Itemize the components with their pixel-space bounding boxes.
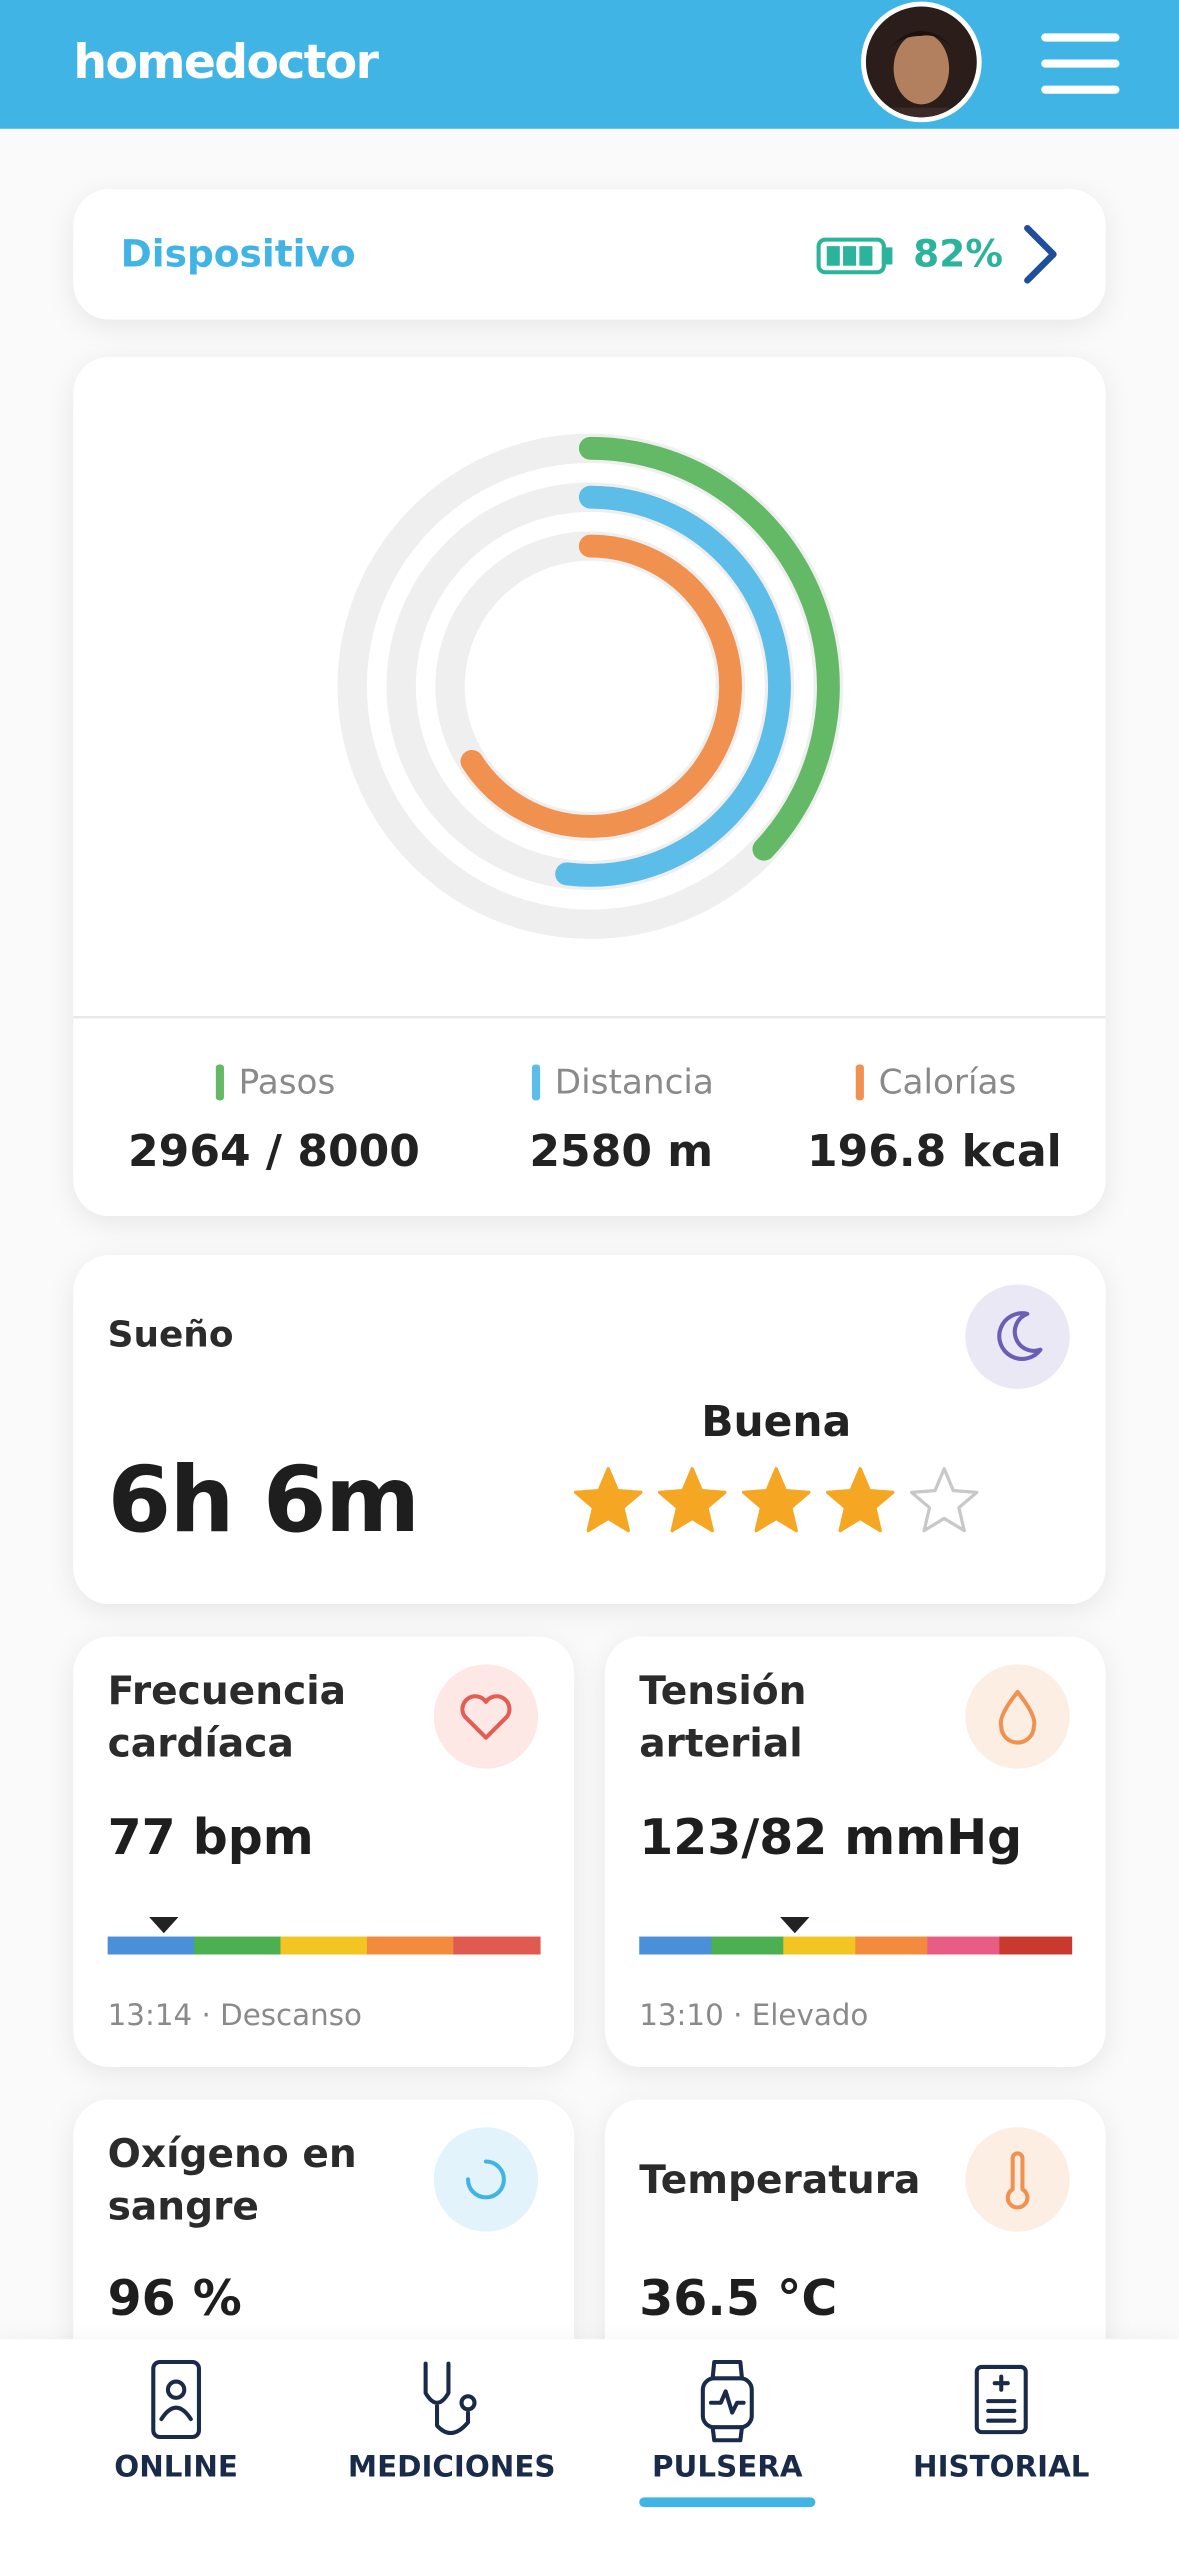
heart-icon xyxy=(460,1694,512,1740)
device-label: Dispositivo xyxy=(121,231,356,275)
ring-progress xyxy=(460,534,742,838)
nav-item[interactable]: ONLINE xyxy=(114,2359,238,2483)
activity-value: 2580 m xyxy=(529,1126,713,1177)
chevron[interactable] xyxy=(1024,224,1057,284)
nav-label: HISTORIAL xyxy=(913,2449,1089,2483)
nav-item[interactable]: PULSERA xyxy=(639,2359,816,2508)
nav-active-indicator xyxy=(639,2497,816,2508)
nav-label: PULSERA xyxy=(652,2449,803,2483)
metric-value: 96 % xyxy=(108,2270,242,2327)
metric-value: 77 bpm xyxy=(108,1809,314,1866)
nav-item[interactable]: MEDICIONES xyxy=(348,2361,556,2484)
metric-value: 123/82 mmHg xyxy=(639,1809,1022,1866)
star xyxy=(825,1467,895,1533)
metric-title: arterial xyxy=(639,1721,802,1766)
gauge-marker xyxy=(149,1917,179,1934)
doctor-body xyxy=(159,2405,193,2422)
moon-icon xyxy=(997,1311,1043,1361)
battery-level: 82% xyxy=(913,231,1003,275)
metric-title: cardíaca xyxy=(108,1721,294,1766)
gauge-segment xyxy=(783,1936,857,1955)
metric-icon-bg xyxy=(965,2127,1070,2232)
activity-value: 196.8 kcal xyxy=(807,1126,1062,1177)
gauge-segment xyxy=(194,1936,282,1955)
menu-button[interactable] xyxy=(1041,33,1120,94)
metric-title: Temperatura xyxy=(639,2158,920,2203)
watch-icon xyxy=(700,2376,754,2430)
legend-swatch xyxy=(855,1064,864,1101)
sleep-quality: Buena xyxy=(701,1397,851,1446)
nav-label: MEDICIONES xyxy=(348,2449,556,2483)
phone-icon xyxy=(151,2359,201,2440)
logo[interactable]: homedoctor xyxy=(73,35,381,90)
activity-value: 2964 / 8000 xyxy=(128,1126,420,1177)
star xyxy=(741,1467,811,1533)
thermo-icon xyxy=(1005,2151,1030,2210)
stethoscope-icon xyxy=(423,2361,477,2435)
gauge-segment xyxy=(453,1936,541,1955)
gauge-segment xyxy=(999,1936,1073,1955)
metric-value: 36.5 °C xyxy=(639,2270,837,2327)
nav-item[interactable]: HISTORIAL xyxy=(913,2364,1089,2484)
sleep-title: Sueño xyxy=(108,1315,234,1356)
metric-title: sangre xyxy=(108,2184,259,2229)
star xyxy=(909,1467,979,1533)
clipboard-icon xyxy=(974,2364,1028,2435)
metric-title: Oxígeno en xyxy=(108,2132,357,2177)
star xyxy=(574,1467,643,1533)
doctor-head xyxy=(165,2379,187,2400)
spinner-icon xyxy=(465,2159,506,2200)
header xyxy=(0,0,1179,129)
metric-title: Frecuencia xyxy=(108,1669,346,1714)
activity-card xyxy=(73,356,1106,1217)
gauge-segment xyxy=(927,1936,1001,1955)
gauge-segment xyxy=(639,1936,713,1955)
sleep-duration: 6h 6m xyxy=(108,1446,419,1553)
battery-cell xyxy=(859,246,873,266)
battery-icon xyxy=(816,237,893,275)
device-card[interactable] xyxy=(73,189,1106,320)
ring-progress xyxy=(578,436,840,861)
sleep-icon-bg xyxy=(965,1284,1070,1389)
metric-icon-bg xyxy=(433,1664,539,1769)
metric-icon-bg xyxy=(965,1664,1070,1769)
avatar[interactable] xyxy=(861,0,991,140)
clipboard-lines xyxy=(986,2374,1017,2423)
battery-tip xyxy=(881,247,893,265)
battery-cell xyxy=(843,246,857,266)
drop-icon xyxy=(998,1690,1037,1745)
nav-label: ONLINE xyxy=(114,2449,238,2483)
gauge-segment xyxy=(107,1936,195,1955)
gauge-segment xyxy=(280,1936,368,1955)
battery-cell xyxy=(826,246,840,266)
activity-label: Pasos xyxy=(239,1063,336,1103)
legend-swatch xyxy=(215,1064,224,1101)
ring-progress xyxy=(555,485,791,887)
activity-label: Distancia xyxy=(555,1063,714,1103)
metric-footer: 13:10 · Elevado xyxy=(639,1998,868,2032)
gauge-segment xyxy=(855,1936,929,1955)
star xyxy=(657,1467,727,1533)
watch-strap xyxy=(708,2359,746,2443)
gauge-segment xyxy=(366,1936,455,1955)
metric-footer: 13:14 · Descanso xyxy=(108,1998,362,2032)
legend-swatch xyxy=(531,1064,541,1101)
metric-title: Tensión xyxy=(639,1669,806,1714)
gauge-segment xyxy=(711,1936,785,1955)
bottom-nav xyxy=(0,2339,1179,2556)
metric-icon-bg xyxy=(433,2127,539,2232)
gauge-marker xyxy=(780,1917,810,1934)
activity-label: Calorías xyxy=(879,1063,1017,1103)
